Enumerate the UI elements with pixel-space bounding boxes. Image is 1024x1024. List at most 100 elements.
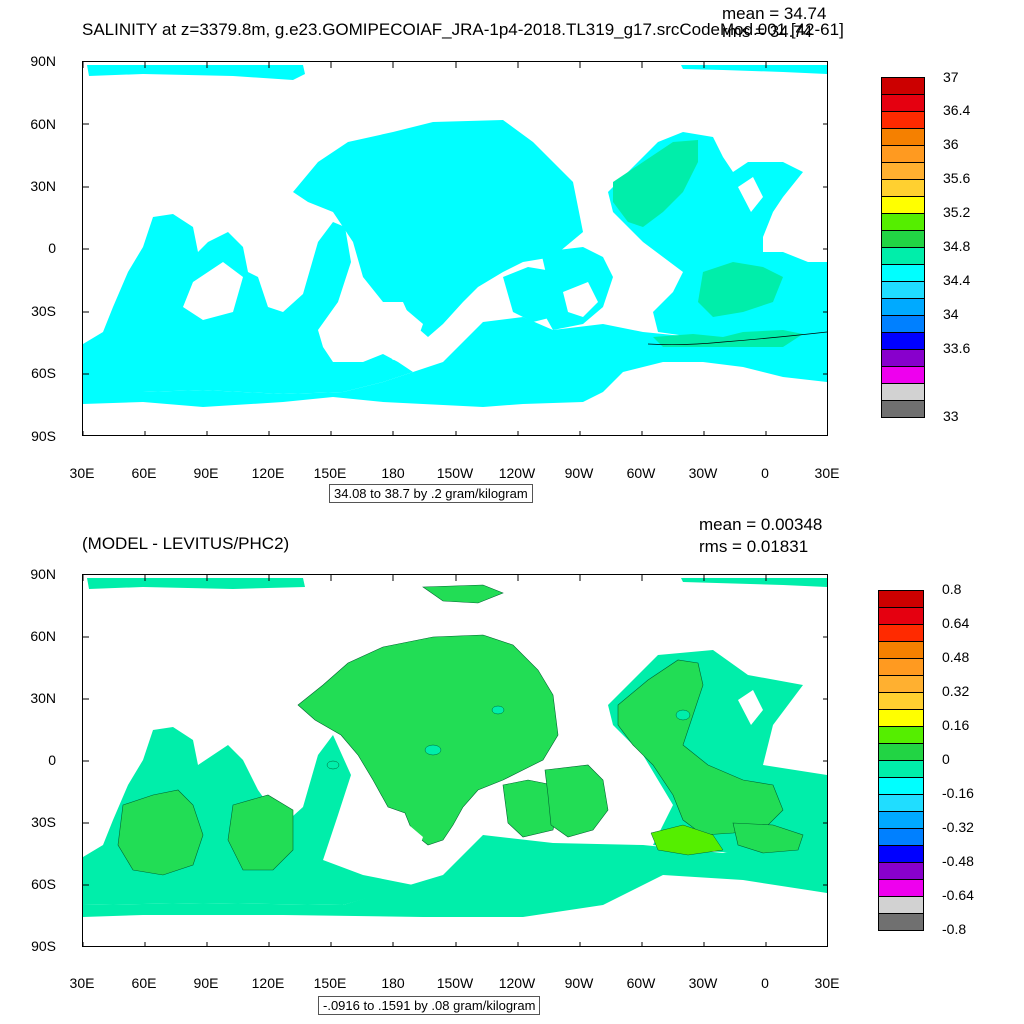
bottom-x-tick: 120E (251, 975, 285, 991)
bottom-x-tick: 150W (436, 975, 474, 991)
colorbar-swatch (881, 196, 925, 214)
bottom-y-tick: 60N (30, 628, 56, 644)
colorbar-swatch (881, 162, 925, 180)
colorbar-swatch (878, 845, 924, 863)
colorbar-label: -0.48 (942, 853, 974, 869)
top-land-masks (103, 177, 763, 360)
colorbar-swatch (881, 128, 925, 146)
bottom-y-tick: 0 (48, 752, 56, 768)
top-ocean-fields (83, 65, 827, 407)
colorbar-label: 34.8 (943, 238, 971, 254)
top-atlantic-higher-salinity (613, 140, 803, 347)
colorbar-label: -0.32 (942, 819, 974, 835)
colorbar-swatch (878, 709, 924, 727)
top-x-tick: 150E (313, 465, 347, 481)
top-x-tick: 90E (193, 465, 219, 481)
top-range-label: 34.08 to 38.7 by .2 gram/kilogram (329, 484, 533, 503)
colorbar-label: 0.8 (942, 581, 962, 597)
colorbar-label: 34 (943, 306, 959, 322)
top-panel-title: SALINITY at z=3379.8m, g.e23.GOMIPECOIAF… (82, 20, 844, 39)
top-rms-label: rms = 34.74 (722, 22, 813, 41)
colorbar-swatch (881, 383, 925, 401)
colorbar-swatch (881, 264, 925, 282)
top-x-tick: 90W (564, 465, 594, 481)
colorbar-label: 0.64 (942, 615, 970, 631)
top-x-tick: 60W (626, 465, 656, 481)
bottom-y-tick: 30S (31, 814, 56, 830)
colorbar-swatch (878, 624, 924, 642)
bottom-x-tick: 30W (688, 975, 718, 991)
colorbar-swatch (878, 879, 924, 897)
bottom-x-tick: 90W (564, 975, 594, 991)
top-x-tick: 0 (761, 465, 769, 481)
top-y-tick: 90S (31, 428, 56, 444)
colorbar-swatch (878, 811, 924, 829)
bottom-x-tick: 120W (498, 975, 536, 991)
top-contour-line (647, 331, 827, 346)
bottom-map-frame (82, 574, 828, 947)
bottom-x-tick: 0 (761, 975, 769, 991)
colorbar-swatch (878, 794, 924, 812)
colorbar-swatch (881, 213, 925, 231)
colorbar-label: 0.16 (942, 717, 970, 733)
bottom-x-tick: 60E (131, 975, 157, 991)
colorbar-label: -0.64 (942, 887, 974, 903)
colorbar-label: 36 (943, 136, 959, 152)
top-map-frame (82, 61, 828, 436)
bottom-rms-label: rms = 0.01831 (699, 537, 809, 556)
colorbar-swatch (881, 111, 925, 129)
bottom-mean-label: mean = 0.00348 (699, 515, 823, 534)
colorbar-label: 0.48 (942, 649, 970, 665)
bottom-x-tick: 150E (313, 975, 347, 991)
colorbar-swatch (881, 145, 925, 163)
top-x-tick: 180 (381, 465, 405, 481)
colorbar-swatch (878, 607, 924, 625)
bottom-y-tick: 90N (30, 566, 56, 582)
colorbar-swatch (881, 247, 925, 265)
colorbar-swatch (881, 349, 925, 367)
bottom-y-tick: 60S (31, 876, 56, 892)
colorbar-swatch (878, 675, 924, 693)
colorbar-swatch (878, 862, 924, 880)
bottom-y-tick: 30N (30, 690, 56, 706)
colorbar-swatch (878, 641, 924, 659)
colorbar-swatch (881, 298, 925, 316)
bottom-y-tick: 90S (31, 938, 56, 954)
colorbar-label: 37 (943, 69, 959, 85)
colorbar-label: 0.32 (942, 683, 970, 699)
colorbar-swatch (878, 828, 924, 846)
bottom-x-tick: 90E (193, 975, 219, 991)
colorbar-label: -0.8 (942, 921, 967, 937)
top-y-tick: 0 (48, 240, 56, 256)
colorbar-label: 33 (943, 408, 959, 424)
top-y-tick: 60N (30, 116, 56, 132)
colorbar-label: 33.6 (943, 340, 971, 356)
top-x-tick: 30E (814, 465, 840, 481)
colorbar-swatch (878, 590, 924, 608)
top-x-tick: 60E (131, 465, 157, 481)
colorbar-swatch (878, 777, 924, 795)
colorbar-swatch (881, 77, 925, 95)
bottom-panel-title: (MODEL - LEVITUS/PHC2) (82, 534, 290, 553)
colorbar-swatch (878, 913, 924, 931)
colorbar-swatch (881, 94, 925, 112)
top-map-ticks (83, 62, 827, 435)
colorbar-swatch (878, 726, 924, 744)
bottom-x-tick: 30E (814, 975, 840, 991)
colorbar-swatch (881, 332, 925, 350)
colorbar-swatch (881, 315, 925, 333)
top-y-tick: 30N (30, 178, 56, 194)
colorbar-swatch (881, 281, 925, 299)
top-x-tick: 150W (436, 465, 474, 481)
colorbar-label: -0.16 (942, 785, 974, 801)
colorbar-label: 35.2 (943, 204, 971, 220)
colorbar-label: 36.4 (943, 102, 971, 118)
bottom-positive-anomaly (117, 584, 804, 876)
colorbar-swatch (878, 743, 924, 761)
top-salinity-map (83, 62, 827, 435)
bottom-range-label: -.0916 to .1591 by .08 gram/kilogram (318, 996, 541, 1015)
colorbar-label: 35.6 (943, 170, 971, 186)
colorbar-swatch (881, 366, 925, 384)
colorbar-swatch (881, 179, 925, 197)
top-x-tick: 120E (251, 465, 285, 481)
